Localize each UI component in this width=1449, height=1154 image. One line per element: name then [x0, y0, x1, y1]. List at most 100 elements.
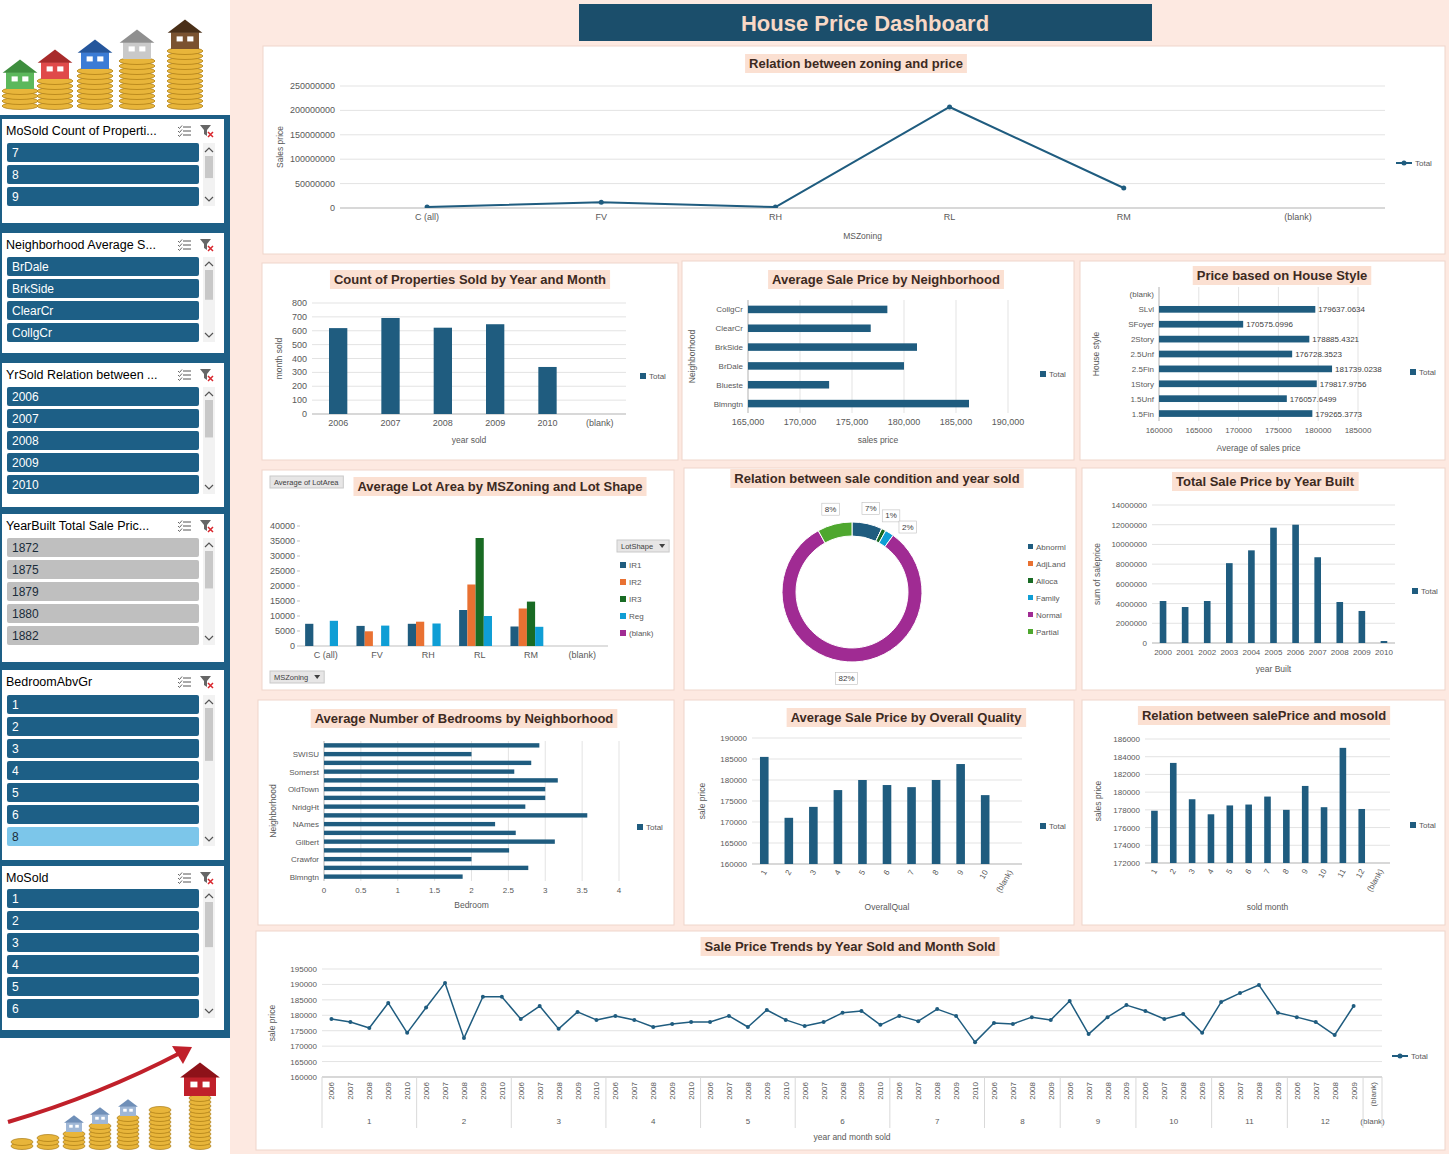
slicer-item-label[interactable]: 2008: [12, 434, 39, 448]
slicer-item-label[interactable]: 1: [12, 698, 19, 712]
scroll-down[interactable]: [205, 636, 213, 640]
multiselect-icon[interactable]: [183, 371, 191, 372]
slicer-item-label[interactable]: 1875: [12, 563, 39, 577]
multiselect-icon[interactable]: [183, 131, 191, 132]
slicer-item-label[interactable]: 2: [12, 720, 19, 734]
multiselect-icon[interactable]: [183, 127, 191, 128]
scroll-down[interactable]: [205, 197, 213, 201]
slicer-item[interactable]: [7, 955, 199, 974]
slicer-item-label[interactable]: 2: [12, 914, 19, 928]
scroll-up[interactable]: [205, 700, 213, 704]
scrollbar-thumb[interactable]: [205, 400, 213, 437]
slicer-item[interactable]: [7, 387, 199, 406]
slicer-item[interactable]: [7, 409, 199, 428]
slicer-item[interactable]: [7, 475, 199, 494]
slicer-item-label[interactable]: 3: [12, 936, 19, 950]
multiselect-icon[interactable]: [183, 241, 191, 242]
slicer-item[interactable]: [7, 453, 199, 472]
slicer-item[interactable]: [7, 604, 199, 623]
slicer-item-label[interactable]: 8: [12, 830, 19, 844]
multiselect-icon[interactable]: [183, 245, 191, 246]
slicer-item-label[interactable]: BrDale: [12, 260, 49, 274]
slicer-item-label[interactable]: 2009: [12, 456, 39, 470]
slicer-item[interactable]: [7, 538, 199, 557]
field-button[interactable]: [270, 671, 324, 683]
slicer-item[interactable]: [7, 889, 199, 908]
multiselect-icon[interactable]: [183, 678, 191, 679]
slicer-item[interactable]: [7, 165, 199, 184]
slicer-item[interactable]: [7, 257, 199, 276]
multiselect-icon[interactable]: [183, 526, 191, 527]
scrollbar-thumb[interactable]: [205, 551, 213, 588]
slicer-item[interactable]: [7, 279, 199, 298]
slicer-item[interactable]: [7, 999, 199, 1018]
slicer-item[interactable]: [7, 582, 199, 601]
slicer-item[interactable]: [7, 805, 199, 824]
multiselect-icon[interactable]: [183, 686, 191, 687]
slicer-item-label[interactable]: 5: [12, 786, 19, 800]
field-button[interactable]: [617, 540, 669, 552]
scroll-down[interactable]: [205, 333, 213, 337]
scrollbar-thumb[interactable]: [205, 902, 213, 947]
field-button-label[interactable]: Average of LotArea: [274, 478, 339, 487]
slicer-item[interactable]: [7, 431, 199, 450]
slicer-item-label[interactable]: 3: [12, 742, 19, 756]
slicer-item[interactable]: [7, 695, 199, 714]
slicer-item[interactable]: [7, 187, 199, 206]
scroll-up[interactable]: [205, 894, 213, 898]
slicer-item[interactable]: [7, 560, 199, 579]
slicer-item[interactable]: [7, 933, 199, 952]
scroll-up[interactable]: [205, 392, 213, 396]
slicer-item-label[interactable]: 6: [12, 1002, 19, 1016]
slicer-item[interactable]: [7, 827, 199, 846]
scroll-down[interactable]: [205, 485, 213, 489]
slicer-item-label[interactable]: 6: [12, 808, 19, 822]
slicer-item-label[interactable]: 4: [12, 764, 19, 778]
multiselect-icon[interactable]: [183, 530, 191, 531]
slicer-item[interactable]: [7, 143, 199, 162]
slicer-item[interactable]: [7, 977, 199, 996]
multiselect-icon[interactable]: [183, 882, 191, 883]
slicer-item-label[interactable]: 5: [12, 980, 19, 994]
slicer-item[interactable]: [7, 717, 199, 736]
slicer-item-label[interactable]: BrkSide: [12, 282, 54, 296]
slicer-item[interactable]: [7, 323, 199, 342]
field-button[interactable]: [270, 476, 343, 488]
slicer-item-label[interactable]: 2010: [12, 478, 39, 492]
multiselect-icon[interactable]: [183, 249, 191, 250]
multiselect-icon[interactable]: [183, 375, 191, 376]
scrollbar-thumb[interactable]: [205, 156, 213, 178]
slicer-item-label[interactable]: 1: [12, 892, 19, 906]
slicer-item-label[interactable]: 1872: [12, 541, 39, 555]
slicer-item-label[interactable]: 1879: [12, 585, 39, 599]
slicer-item-label[interactable]: 1880: [12, 607, 39, 621]
slicer-item-label[interactable]: 1882: [12, 629, 39, 643]
scrollbar-thumb[interactable]: [205, 708, 213, 761]
slicer-item[interactable]: [7, 783, 199, 802]
multiselect-icon[interactable]: [183, 522, 191, 523]
slicer-item-label[interactable]: 2006: [12, 390, 39, 404]
multiselect-icon[interactable]: [183, 135, 191, 136]
slicer-item[interactable]: [7, 739, 199, 758]
slicer-item-label[interactable]: 8: [12, 168, 19, 182]
field-button-label[interactable]: MSZoning: [274, 673, 308, 682]
multiselect-icon[interactable]: [183, 874, 191, 875]
multiselect-icon[interactable]: [183, 682, 191, 683]
slicer-item-label[interactable]: 2007: [12, 412, 39, 426]
multiselect-icon[interactable]: [183, 878, 191, 879]
slicer-item-label[interactable]: 9: [12, 190, 19, 204]
slicer-item-label[interactable]: CollgCr: [12, 326, 52, 340]
scroll-up[interactable]: [205, 148, 213, 152]
field-button-label[interactable]: LotShape: [621, 542, 653, 551]
scroll-down[interactable]: [205, 1009, 213, 1013]
scrollbar-thumb[interactable]: [205, 270, 213, 300]
slicer-item[interactable]: [7, 911, 199, 930]
multiselect-icon[interactable]: [183, 379, 191, 380]
slicer-item-label[interactable]: ClearCr: [12, 304, 53, 318]
scroll-up[interactable]: [205, 543, 213, 547]
slicer-item[interactable]: [7, 626, 199, 645]
scroll-up[interactable]: [205, 262, 213, 266]
slicer-item-label[interactable]: 7: [12, 146, 19, 160]
slicer-item[interactable]: [7, 761, 199, 780]
slicer-item-label[interactable]: 4: [12, 958, 19, 972]
